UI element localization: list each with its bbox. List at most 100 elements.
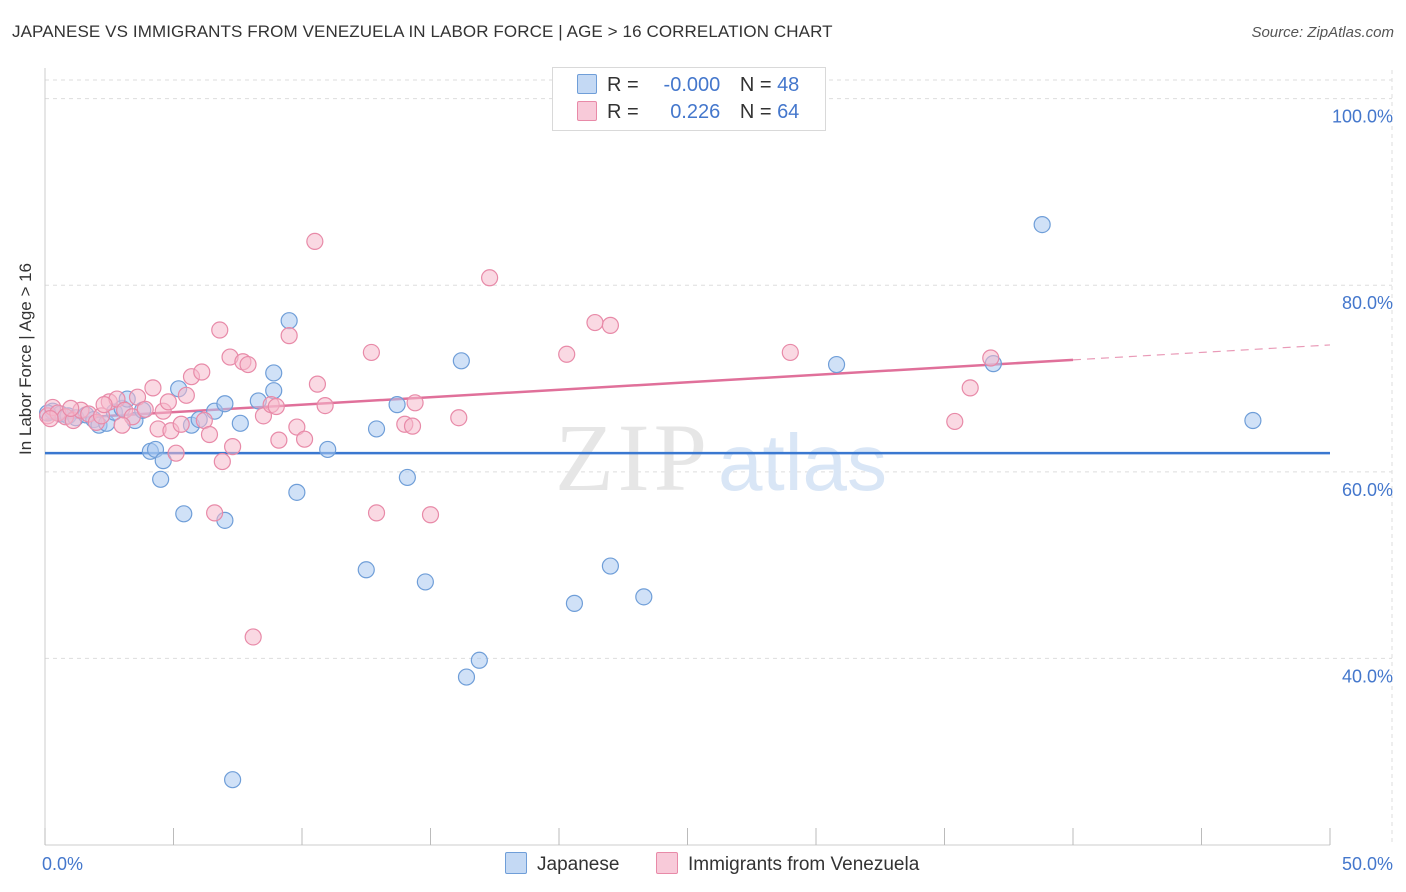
legend-n-value: 48: [777, 74, 800, 96]
japanese-point: [452, 352, 470, 370]
japanese-point: [416, 573, 434, 591]
venezuela-point: [403, 417, 422, 435]
venezuela-point: [136, 400, 154, 418]
japanese-point: [288, 483, 306, 501]
bottom-legend-label-japanese: Japanese: [537, 854, 620, 875]
venezuela-point: [295, 430, 314, 448]
venezuela-point: [224, 438, 242, 456]
venezuela-trend-extension: [1072, 344, 1331, 361]
japanese-point: [601, 557, 620, 575]
watermark: ZIP atlas: [555, 404, 887, 511]
x-tick-label: 50.0%: [1342, 854, 1393, 874]
japanese-point: [565, 594, 584, 612]
bottom-legend-label-venezuela: Immigrants from Venezuela: [688, 854, 920, 875]
bottom-legend-swatch-pink: [656, 852, 678, 874]
venezuela-point: [982, 349, 1000, 367]
venezuela-point: [128, 388, 147, 406]
source-label: Source: ZipAtlas.com: [1251, 24, 1394, 41]
japanese-point: [280, 312, 298, 330]
y-tick-label: 100.0%: [1332, 107, 1393, 127]
legend-swatch-blue: [577, 74, 597, 94]
japanese-point: [224, 771, 242, 789]
legend-row-japanese: R = -0.000 N = 48: [577, 74, 799, 98]
japanese-point: [216, 395, 234, 413]
venezuela-point: [306, 232, 324, 250]
japanese-point: [231, 414, 249, 432]
y-axis-label: In Labor Force | Age > 16: [16, 262, 35, 455]
venezuela-point: [308, 375, 327, 393]
venezuela-point: [206, 504, 224, 522]
venezuela-point: [200, 425, 219, 444]
y-tick-label: 80.0%: [1342, 293, 1393, 313]
japanese-point: [175, 505, 193, 523]
japanese-point: [154, 452, 172, 470]
legend-swatch-pink: [577, 101, 597, 121]
legend-row-venezuela: R = 0.226 N = 64: [577, 101, 799, 125]
venezuela-point: [177, 386, 195, 404]
venezuela-point: [167, 444, 185, 462]
venezuela-point: [558, 345, 576, 363]
venezuela-point: [95, 396, 113, 414]
venezuela-point: [144, 379, 162, 397]
japanese-point: [388, 396, 406, 414]
venezuela-point: [586, 313, 604, 332]
venezuela-point: [172, 415, 190, 433]
venezuela-point: [362, 343, 380, 362]
legend-r-value: 0.226: [670, 101, 721, 123]
japanese-point: [1033, 216, 1051, 234]
venezuela-point: [367, 504, 386, 522]
venezuela-point: [244, 628, 262, 646]
japanese-point: [1244, 411, 1262, 430]
tick-labels: 100.0% 80.0% 60.0% 40.0% 0.0% 50.0%: [42, 107, 1393, 874]
axes: [44, 68, 1331, 846]
venezuela-point: [267, 397, 285, 416]
venezuela-point: [62, 399, 80, 417]
venezuela-point: [41, 410, 59, 428]
watermark-atlas: atlas: [718, 418, 887, 507]
venezuela-point: [213, 452, 231, 471]
legend-r-label: R =: [607, 74, 639, 96]
venezuela-point: [946, 412, 964, 431]
venezuela-point: [450, 409, 468, 427]
venezuela-point: [421, 506, 440, 524]
japanese-point: [827, 355, 846, 374]
y-tick-label: 40.0%: [1342, 666, 1393, 686]
venezuela-point: [280, 327, 298, 345]
japanese-point: [457, 668, 476, 686]
venezuela-point: [239, 355, 257, 374]
japanese-point: [357, 561, 375, 579]
legend-r-label: R =: [607, 101, 639, 123]
venezuela-point: [211, 321, 229, 339]
japanese-point: [152, 470, 170, 488]
y-tick-label: 60.0%: [1342, 480, 1393, 500]
japanese-point: [398, 468, 416, 487]
venezuela-point: [316, 396, 334, 415]
japanese-point: [635, 588, 653, 606]
japanese-point: [367, 420, 386, 438]
bottom-legend-venezuela: Immigrants from Venezuela: [656, 852, 919, 876]
japanese-point: [265, 364, 283, 382]
venezuela-point: [961, 379, 979, 397]
venezuela-point: [781, 343, 799, 362]
bottom-legend-japanese: Japanese: [505, 852, 619, 876]
venezuela-point: [288, 418, 306, 436]
legend-r-value: -0.000: [663, 74, 721, 96]
x-tick-label: 0.0%: [42, 854, 83, 874]
correlation-legend: R = -0.000 N = 48 R = 0.226 N = 64: [552, 67, 826, 131]
venezuela-point: [406, 394, 424, 412]
venezuela-point: [113, 416, 131, 434]
legend-n-label: N =: [739, 101, 772, 123]
legend-n-value: 64: [777, 101, 800, 123]
venezuela-point: [270, 431, 288, 449]
venezuela-point: [193, 363, 211, 381]
japanese-point: [470, 651, 488, 669]
venezuela-point: [481, 269, 499, 287]
japanese-point: [265, 382, 283, 400]
chart-title: JAPANESE VS IMMIGRANTS FROM VENEZUELA IN…: [12, 22, 833, 41]
venezuela-point: [159, 393, 177, 411]
venezuela-point: [601, 316, 620, 334]
data-points: [38, 216, 1262, 789]
watermark-zip: ZIP: [555, 404, 711, 511]
bottom-legend-swatch-blue: [505, 852, 527, 874]
